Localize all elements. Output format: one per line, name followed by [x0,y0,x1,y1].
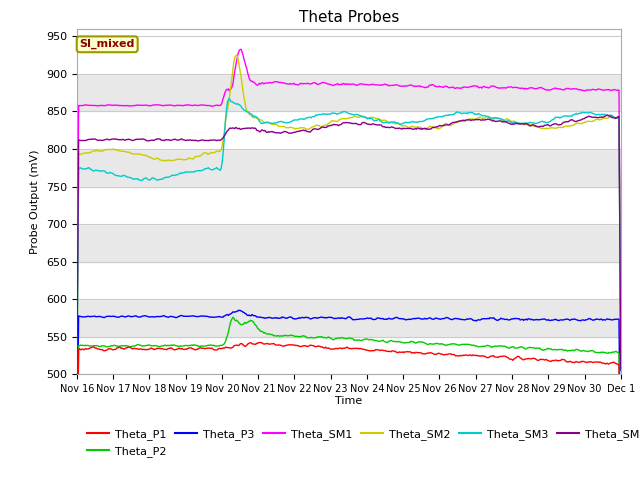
Theta_SM4 [483,117,490,122]
Theta_SM2 [233,52,241,58]
Theta_P2 [394,339,402,345]
Y-axis label: Probe Output (mV): Probe Output (mV) [30,149,40,254]
Theta_SM2 [394,120,402,126]
Theta_SM1 [437,84,445,90]
Text: SI_mixed: SI_mixed [79,39,135,49]
Theta_SM3 [483,113,491,119]
Theta_P1 [169,347,177,352]
Theta_P2 [437,341,445,347]
Bar [77,337,621,374]
Theta_SM3 [617,368,625,374]
Theta_SM1 [73,360,81,366]
Theta_SM3 [73,398,81,404]
Theta_P2 [213,343,221,349]
Theta_SM3 [213,165,221,170]
Bar [77,262,621,299]
Line: Theta_SM1: Theta_SM1 [77,49,621,363]
Theta_P1 [213,347,221,353]
Line: Theta_P3: Theta_P3 [77,310,621,480]
Line: Theta_SM4: Theta_SM4 [77,115,621,384]
Bar [77,149,621,187]
Theta_SM2 [483,114,491,120]
Line: Theta_P1: Theta_P1 [77,343,621,480]
Theta_SM4 [213,138,221,144]
Theta_SM3 [437,114,445,120]
Theta_SM2 [320,123,328,129]
Theta_P2 [229,314,237,320]
Theta_P1 [320,345,328,351]
Theta_SM3 [169,172,177,178]
X-axis label: Time: Time [335,396,362,406]
Theta_SM1 [394,83,402,88]
Theta_P2 [320,335,328,341]
Bar [77,111,621,149]
Theta_SM2 [169,158,177,164]
Theta_SM1 [617,351,625,357]
Theta_SM4 [394,125,401,131]
Theta_P1 [394,350,402,356]
Legend: Theta_P1, Theta_P2, Theta_P3, Theta_SM1, Theta_SM2, Theta_SM3, Theta_SM4: Theta_P1, Theta_P2, Theta_P3, Theta_SM1,… [83,425,640,461]
Theta_SM1 [169,103,177,108]
Theta_P2 [169,342,177,348]
Theta_SM1 [320,80,328,85]
Theta_P3 [235,307,243,313]
Theta_SM4 [617,367,625,372]
Bar [77,187,621,224]
Theta_SM3 [394,120,402,126]
Theta_P3 [169,314,177,320]
Theta_SM2 [437,125,445,131]
Theta_SM2 [73,390,81,396]
Theta_P1 [437,351,445,357]
Title: Theta Probes: Theta Probes [299,10,399,25]
Line: Theta_SM3: Theta_SM3 [77,98,621,401]
Theta_SM4 [604,112,611,118]
Theta_P3 [437,316,445,322]
Theta_P3 [483,316,491,322]
Bar [77,36,621,74]
Theta_P1 [483,355,491,360]
Theta_SM2 [617,367,625,373]
Theta_SM4 [436,122,444,128]
Theta_P3 [213,314,221,320]
Theta_P3 [320,314,328,320]
Theta_P3 [394,315,402,321]
Theta_P1 [257,340,264,346]
Bar [77,224,621,262]
Theta_SM2 [213,148,221,154]
Theta_SM4 [73,381,81,387]
Line: Theta_P2: Theta_P2 [77,317,621,480]
Theta_SM4 [319,124,327,130]
Bar [77,74,621,111]
Line: Theta_SM2: Theta_SM2 [77,55,621,393]
Theta_SM3 [225,96,233,101]
Theta_SM3 [320,111,328,117]
Theta_SM1 [237,47,245,52]
Theta_SM1 [483,84,491,90]
Theta_SM4 [169,137,177,143]
Theta_SM1 [213,102,221,108]
Bar [77,299,621,337]
Theta_P2 [483,342,491,348]
